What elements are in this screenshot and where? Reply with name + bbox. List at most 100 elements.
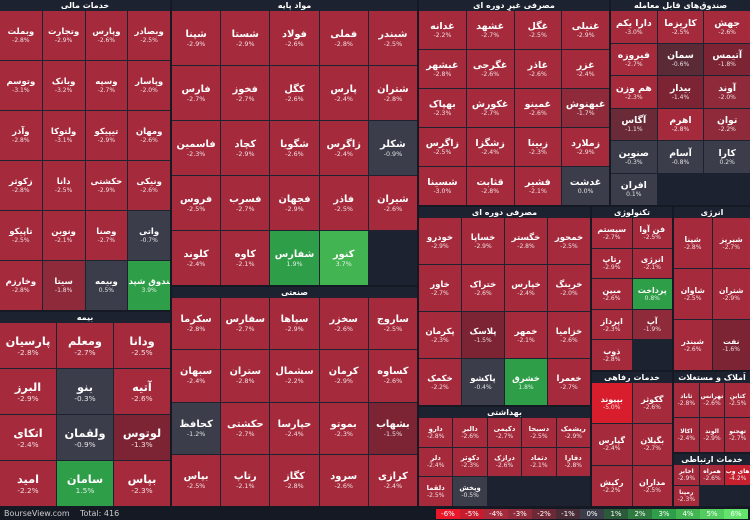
tile[interactable]: وصنا -2.7% [85,211,128,260]
tile[interactable]: رتاپ -2.9% [592,248,632,279]
tile[interactable]: ونوین -2.1% [42,211,85,260]
tile[interactable]: تهرانس -2.6% [699,383,725,417]
tile[interactable]: ودانا -2.5% [114,323,170,368]
tile[interactable]: غدانه -2.2% [419,11,466,49]
tile[interactable]: فجهان -2.9% [270,176,319,230]
tile[interactable]: بپاس -2.3% [114,461,170,506]
tile[interactable]: وپاسار -2.0% [128,61,170,110]
tile[interactable]: سخزر -2.6% [319,298,368,350]
tile[interactable]: البرز -2.9% [0,369,56,414]
tile[interactable]: وتجارت -2.9% [42,11,85,60]
tile[interactable]: دتماد -2.1% [522,447,556,477]
tile[interactable]: شیران -2.6% [368,176,417,230]
tile[interactable]: غکورش -2.7% [466,89,514,127]
tile[interactable]: خزامیا -2.6% [548,312,590,358]
tile[interactable]: آتیمس -1.8% [704,43,750,75]
tile[interactable]: رتاپ -2.1% [221,454,270,506]
tile[interactable]: پارسیان -2.8% [0,323,56,368]
tile[interactable]: غاذر -2.6% [514,50,562,88]
tile[interactable]: شبندر -2.6% [674,320,712,370]
sector-title[interactable]: خدمات ارتباطی [674,454,750,465]
tile[interactable]: خگستر -2.8% [505,218,547,264]
tile[interactable]: خمهر -2.1% [505,312,547,358]
tile[interactable]: وبانک -3.2% [42,61,85,110]
tile[interactable]: دسبحا -2.5% [522,418,556,447]
tile[interactable]: ساروج -2.5% [368,298,417,350]
tile[interactable]: خساپا -2.9% [462,218,504,264]
tile[interactable]: فارس -2.7% [172,66,221,120]
tile[interactable]: بهپاک -2.3% [419,89,466,127]
tile[interactable]: لوتوس -1.3% [114,415,170,460]
tile[interactable]: ریشمک -2.9% [556,418,590,447]
tile[interactable]: هم وزن -2.3% [611,76,657,108]
tile[interactable]: کتاین -2.5% [725,383,750,417]
tile[interactable]: شگویا -2.6% [270,121,319,175]
sector-title[interactable]: مواد پایه [172,0,417,11]
sector-title[interactable]: انرژی [674,207,750,218]
tile[interactable]: همراه -2.6% [699,465,725,485]
tile[interactable]: بپیوند -5.0% [592,383,632,424]
tile[interactable]: های وب -4.2% [725,465,750,485]
tile[interactable]: کرمان -2.9% [319,350,368,402]
tile[interactable]: تیپیکو -2.9% [85,111,128,160]
tile[interactable]: دکیمی -2.7% [487,418,522,447]
tile[interactable]: واتی -0.7% [128,211,170,260]
tile[interactable]: اکالا -2.4% [674,418,699,452]
tile[interactable]: کارا 0.2% [704,141,750,173]
tile[interactable]: گپارس -2.4% [592,424,632,465]
tile[interactable]: ومعلم -2.7% [57,323,113,368]
tile[interactable]: فن آوا -2.5% [632,218,672,248]
tile[interactable]: آسام -0.8% [657,141,704,173]
tile[interactable]: سمان -0.6% [657,43,704,75]
tile[interactable]: بیدار -1.4% [657,76,704,108]
tile[interactable]: ولقمان -0.9% [57,415,113,460]
tile[interactable]: اپرداز -2.3% [592,309,632,340]
tile[interactable]: کگل -2.6% [270,66,319,120]
tile[interactable]: تهجنو -2.7% [725,418,750,452]
tile[interactable]: غگرجی -2.6% [466,50,514,88]
tile[interactable]: ستران -2.8% [221,350,270,402]
tile[interactable]: فیروزه -2.7% [611,43,657,75]
tile[interactable]: شپنا -2.9% [172,11,221,65]
tile[interactable]: وآذر -2.8% [0,111,42,160]
tile[interactable]: شبریز -2.7% [712,218,750,268]
sector-title[interactable]: بهداشتی [419,407,590,418]
tile[interactable]: غگل -2.5% [514,11,562,49]
tile[interactable]: پارس -2.4% [319,66,368,120]
tile[interactable]: فسرب -2.7% [221,176,270,230]
tile[interactable]: آوند -2.0% [704,76,750,108]
tile[interactable]: سپاها -2.9% [270,298,319,350]
tile[interactable]: فخوز -2.7% [221,66,270,120]
sector-title[interactable]: مصرفی غیرِ دوره ای [419,0,609,11]
tile[interactable]: آپ -1.9% [632,309,672,340]
tile[interactable]: ذوب -2.8% [592,340,632,370]
tile[interactable]: کحافظ -1.2% [172,402,221,454]
tile[interactable]: تاپیکو -2.5% [0,211,42,260]
tile[interactable]: ثاباد -2.8% [674,383,699,417]
tile[interactable]: کساوه -2.6% [368,350,417,402]
tile[interactable]: خپارس -2.4% [505,265,547,311]
tile[interactable]: حکشتی -2.9% [85,161,128,210]
tile[interactable]: غنیلی -2.9% [562,11,609,49]
tile[interactable]: غمینو -2.6% [514,89,562,127]
tile[interactable]: زبینا -2.3% [514,128,562,166]
tile[interactable]: سیتا -1.8% [42,261,85,310]
tile[interactable]: آگاس -1.1% [611,108,657,140]
tile[interactable]: درازک -2.6% [487,447,522,477]
tile[interactable]: وبیمه 0.5% [85,261,128,310]
tile[interactable]: حپارسا -2.4% [270,402,319,454]
tile[interactable]: شتران -2.9% [712,269,750,319]
tile[interactable]: اخابر -2.9% [674,465,699,485]
tile[interactable]: دفارا -2.8% [556,447,590,477]
tile[interactable]: شکلر -0.9% [368,121,417,175]
tile[interactable]: مبین -2.6% [592,279,632,309]
tile[interactable]: شپنا -2.8% [674,218,712,268]
tile[interactable]: کاوه -2.1% [221,231,270,285]
tile[interactable]: کرازی -2.4% [368,454,417,506]
tile[interactable]: سبهان -2.4% [172,350,221,402]
tile[interactable]: خمحور -2.5% [548,218,590,264]
tile[interactable]: غدشت 0.0% [562,167,609,205]
tile[interactable]: آتیه -2.6% [114,369,170,414]
tile[interactable]: نفت -1.6% [712,320,750,370]
tile[interactable]: شفارس 1.9% [270,231,319,285]
